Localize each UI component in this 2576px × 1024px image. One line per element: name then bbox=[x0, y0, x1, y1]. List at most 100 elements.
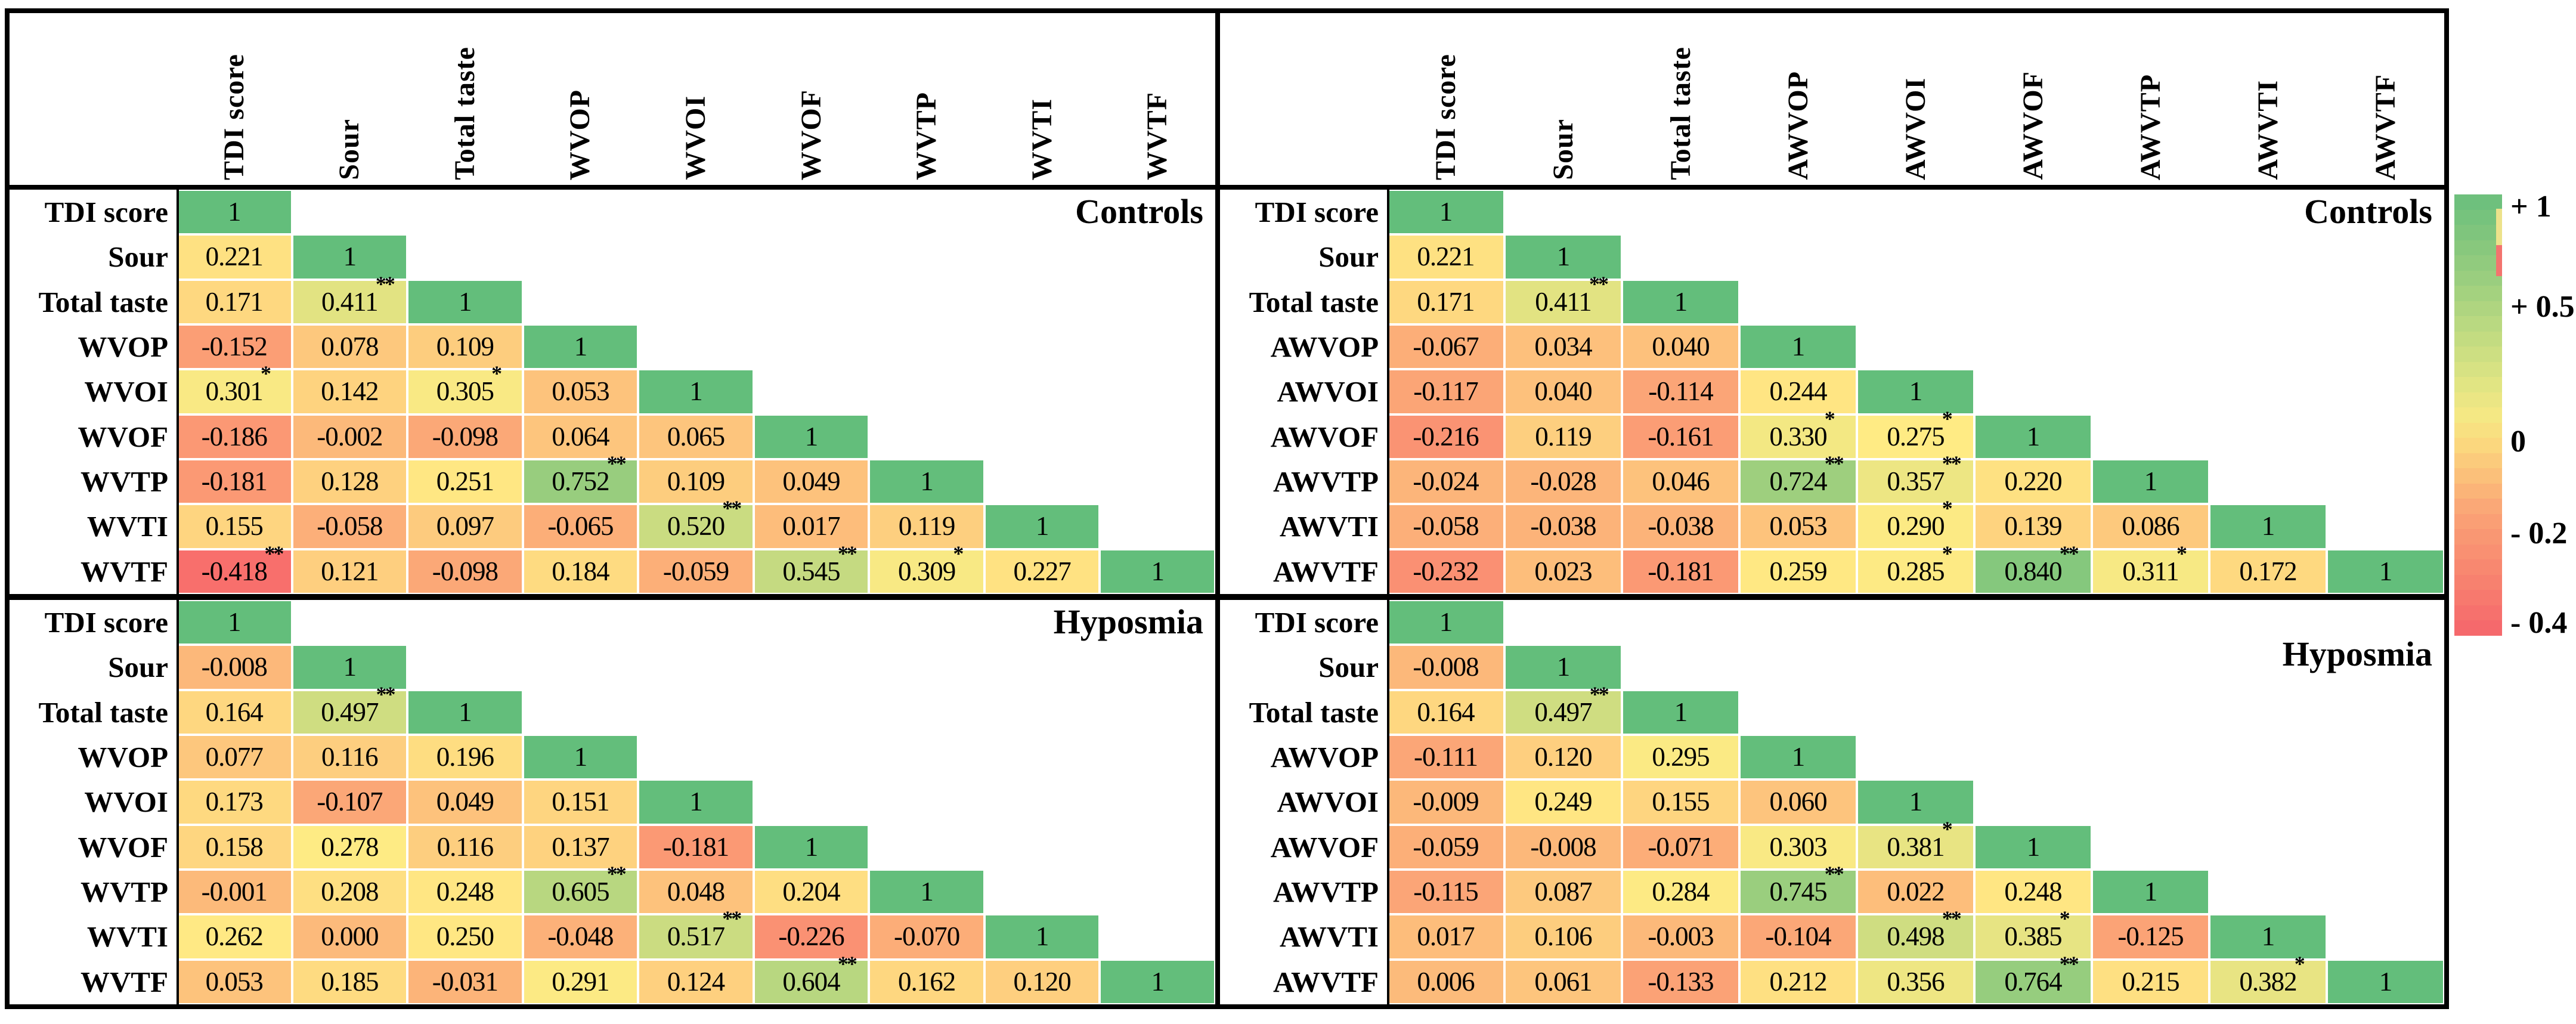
correlation-value: 0.262 bbox=[205, 921, 264, 952]
correlation-cell: 0.285 * bbox=[1857, 543, 1974, 594]
significance-marker: * bbox=[1942, 816, 1953, 841]
empty-cell bbox=[984, 645, 1100, 690]
colorbar-tick-label: 0 bbox=[2510, 425, 2526, 459]
correlation-cell: 0.162 bbox=[869, 959, 984, 1004]
empty-cell bbox=[753, 645, 869, 690]
empty-cell bbox=[2209, 869, 2327, 915]
significance-marker: ** bbox=[376, 682, 396, 706]
empty-cell bbox=[407, 234, 523, 280]
empty-cell bbox=[1739, 600, 1857, 645]
row-label: Sour bbox=[1318, 651, 1379, 684]
correlation-value: 1 bbox=[920, 877, 933, 907]
correlation-value: 0.139 bbox=[2004, 511, 2062, 542]
significance-marker: ** bbox=[1589, 271, 1609, 296]
matrix-row: WVTP -0.001 0.208 0.248 0.605 ** 0.048 0.204 1 bbox=[10, 863, 1215, 915]
correlation-cell: 0.017 bbox=[753, 504, 869, 549]
correlation-value: 1 bbox=[1556, 652, 1570, 682]
correlation-value: 0.249 bbox=[1534, 787, 1592, 817]
empty-cell bbox=[2209, 600, 2327, 645]
correlation-value: 1 bbox=[1035, 921, 1049, 952]
matrix-row: Total taste 0.171 0.411 ** 1 bbox=[10, 273, 1215, 324]
significance-marker: * bbox=[1824, 406, 1835, 431]
row-label: AWVOP bbox=[1270, 741, 1379, 774]
correlation-value: -0.107 bbox=[317, 787, 383, 817]
correlation-value: 0.752 ** bbox=[552, 451, 626, 497]
column-header: AWVOF bbox=[1974, 13, 2092, 185]
correlation-value: -0.031 bbox=[432, 966, 499, 997]
correlation-value: 0.097 bbox=[436, 511, 494, 542]
significance-marker: ** bbox=[2059, 541, 2079, 565]
correlation-value: -0.058 bbox=[1413, 511, 1479, 542]
empty-cell bbox=[522, 600, 639, 645]
significance-marker: ** bbox=[722, 907, 742, 931]
correlation-value: 0.212 bbox=[1769, 966, 1827, 997]
correlation-value: 0.248 bbox=[2004, 877, 2062, 907]
correlation-value: 1 bbox=[2144, 466, 2157, 497]
empty-cell bbox=[984, 414, 1100, 459]
correlation-cell: 0.077 bbox=[177, 734, 292, 780]
empty-cell bbox=[2092, 734, 2209, 780]
correlation-value: 0.171 bbox=[1417, 286, 1475, 317]
empty-cell bbox=[2327, 369, 2444, 414]
correlation-cell: -0.058 bbox=[1387, 504, 1504, 549]
correlation-value: 0.116 bbox=[436, 831, 494, 862]
correlation-value: -0.181 bbox=[662, 831, 729, 862]
matrix-row: WVTI 0.262 0.000 0.250 -0.048 0.517 ** -0.226 -0… bbox=[10, 908, 1215, 960]
correlation-value: 1 bbox=[2026, 831, 2040, 862]
correlation-cell: -0.418 ** bbox=[177, 543, 292, 594]
correlation-value: 0.087 bbox=[1534, 877, 1592, 907]
matrix-row: AWVOP -0.067 0.034 0.040 1 bbox=[1220, 324, 2444, 370]
empty-cell bbox=[1974, 279, 2092, 324]
correlation-cell: 0.120 bbox=[984, 959, 1100, 1004]
column-header: Sour bbox=[1504, 13, 1622, 185]
column-header-label: AWVOI bbox=[1899, 77, 1931, 180]
correlation-cell: 0.142 bbox=[292, 369, 408, 414]
empty-cell bbox=[2327, 414, 2444, 459]
row-label: AWVOI bbox=[1277, 375, 1379, 409]
correlation-value: 0.048 bbox=[667, 877, 725, 907]
correlation-value: 1 bbox=[343, 652, 357, 682]
colorbar-band bbox=[2454, 331, 2502, 347]
correlation-cell: -0.070 bbox=[869, 914, 984, 960]
significance-marker: ** bbox=[1589, 682, 1609, 706]
correlation-value: 0.046 bbox=[1652, 466, 1710, 497]
row-label: Sour bbox=[108, 240, 168, 274]
empty-cell bbox=[2209, 734, 2327, 780]
correlation-value: -0.067 bbox=[1413, 332, 1479, 362]
empty-cell bbox=[984, 824, 1100, 870]
correlation-value: -0.071 bbox=[1648, 831, 1714, 862]
correlation-value: 1 bbox=[689, 376, 702, 407]
empty-cell bbox=[407, 645, 523, 690]
empty-cell bbox=[1100, 824, 1215, 870]
matrix-row: AWVTP -0.024 -0.028 0.046 0.724 ** 0.357 ** 0.22… bbox=[1220, 453, 2444, 505]
row-label: WVOF bbox=[78, 420, 168, 453]
label-divider-line bbox=[177, 190, 179, 594]
empty-cell bbox=[753, 689, 869, 735]
correlation-value: 0.049 bbox=[436, 787, 494, 817]
empty-cell bbox=[1857, 689, 1974, 735]
correlation-value: 0.040 bbox=[1652, 332, 1710, 362]
column-header-label: WVTF bbox=[1141, 92, 1174, 180]
correlation-cell: 1 bbox=[1622, 689, 1739, 735]
correlation-value: 0.356 bbox=[1887, 966, 1945, 997]
row-label: Total taste bbox=[1249, 285, 1379, 318]
correlation-value: -0.226 bbox=[778, 921, 844, 952]
correlation-cell: 0.278 bbox=[292, 824, 408, 870]
panel-wv: TDI score Sour Total taste WVOP WVOI WVOF WVTP… bbox=[10, 13, 1220, 1004]
correlation-cell: 0.053 bbox=[1739, 504, 1857, 549]
correlation-cell: 0.196 bbox=[407, 734, 523, 780]
colorbar-artifact-strip bbox=[2496, 208, 2502, 246]
correlation-cell: 0.155 bbox=[177, 504, 292, 549]
empty-cell bbox=[1100, 779, 1215, 825]
empty-cell bbox=[1100, 869, 1215, 915]
correlation-value: 1 bbox=[804, 831, 818, 862]
empty-cell bbox=[2092, 779, 2209, 825]
correlation-cell: 1 bbox=[1974, 824, 2092, 870]
correlation-cell: 0.184 bbox=[522, 549, 639, 594]
header-corner bbox=[10, 13, 177, 185]
correlation-value: -0.216 bbox=[1413, 421, 1479, 451]
row-label: AWVTF bbox=[1273, 555, 1379, 588]
correlation-value: 0.137 bbox=[552, 831, 609, 862]
correlation-cell: -0.098 bbox=[407, 414, 523, 459]
correlation-cell: -0.048 bbox=[522, 914, 639, 960]
